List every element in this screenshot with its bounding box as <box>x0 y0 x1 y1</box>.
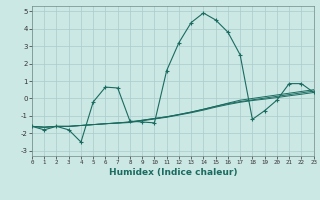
X-axis label: Humidex (Indice chaleur): Humidex (Indice chaleur) <box>108 168 237 177</box>
